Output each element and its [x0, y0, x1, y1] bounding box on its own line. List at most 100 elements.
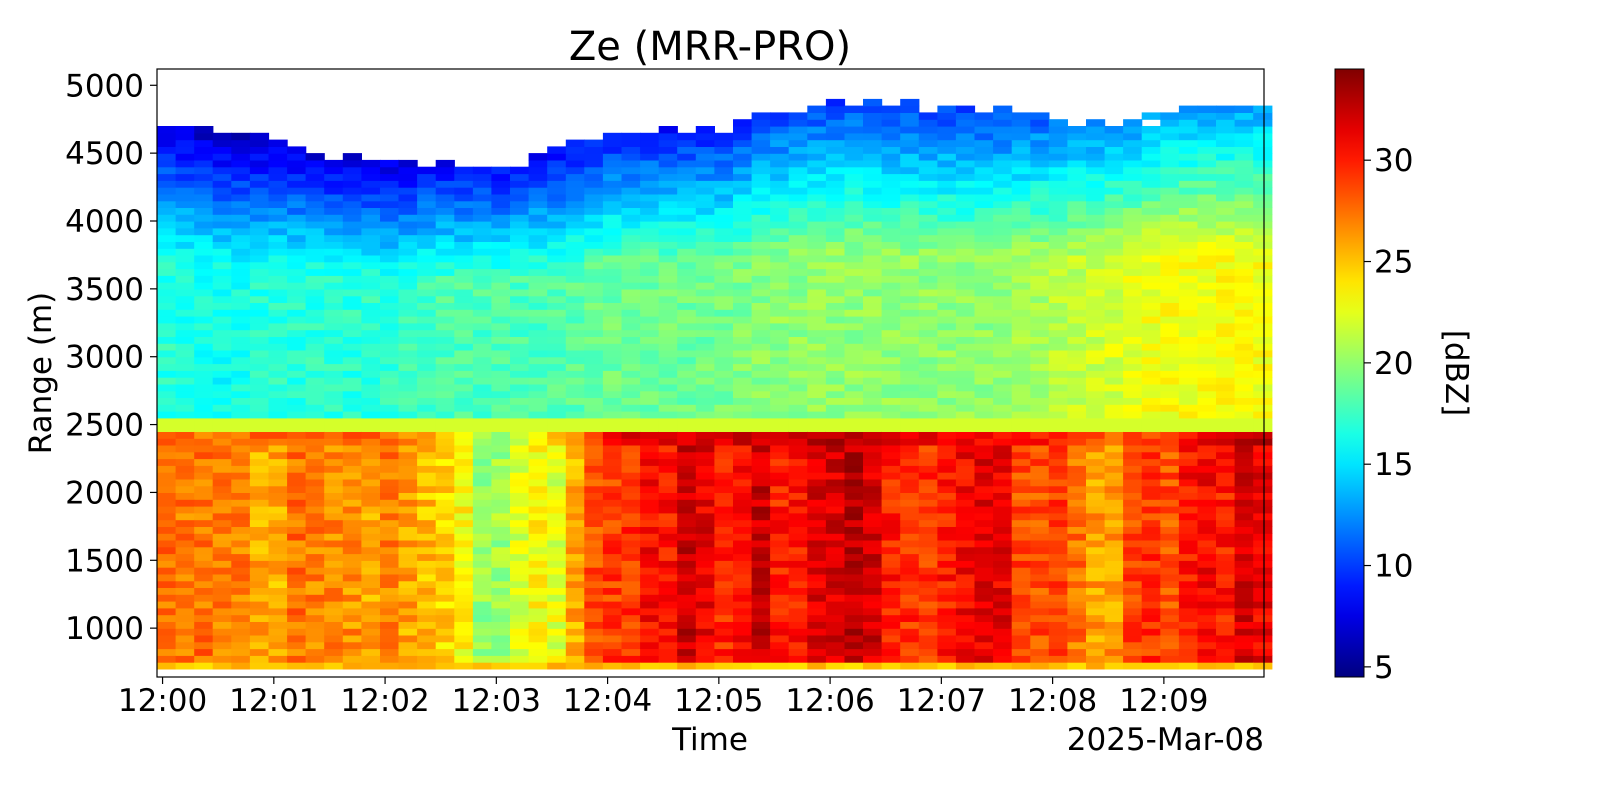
heatmap-cell: [528, 193, 548, 202]
heatmap-cell: [268, 539, 288, 548]
heatmap-cell: [900, 641, 920, 650]
heatmap-cell: [398, 641, 418, 650]
heatmap-cell: [287, 492, 307, 500]
heatmap-cell: [900, 343, 920, 351]
heatmap-cell: [342, 519, 362, 527]
heatmap-cell: [361, 465, 381, 473]
heatmap-cell: [324, 580, 344, 588]
heatmap-cell: [1048, 180, 1068, 188]
heatmap-cell: [825, 248, 846, 256]
heatmap-cell: [231, 641, 251, 650]
heatmap-cell: [565, 309, 585, 317]
heatmap-cell: [751, 641, 771, 650]
heatmap-cell: [621, 560, 641, 568]
heatmap-cell: [993, 282, 1013, 290]
heatmap-cell: [1048, 628, 1068, 636]
heatmap-cell: [993, 417, 1013, 426]
heatmap-cell: [380, 451, 400, 460]
heatmap-cell: [435, 560, 455, 568]
heatmap-cell: [454, 553, 474, 561]
heatmap-cell: [714, 628, 734, 636]
heatmap-cell: [1178, 519, 1199, 527]
heatmap-cell: [435, 662, 455, 670]
heatmap-cell: [491, 560, 511, 568]
heatmap-cell: [1030, 634, 1050, 643]
heatmap-cell: [918, 424, 938, 432]
heatmap-cell: [900, 295, 920, 303]
heatmap-cell: [565, 234, 585, 242]
heatmap-cell: [900, 662, 920, 670]
heatmap-cell: [1011, 634, 1031, 643]
heatmap-cell: [1067, 560, 1087, 568]
heatmap-cell: [1141, 438, 1161, 446]
heatmap-cell: [1178, 234, 1199, 242]
heatmap-cell: [1123, 329, 1143, 337]
heatmap-cell: [305, 424, 325, 432]
heatmap-cell: [825, 634, 846, 643]
heatmap-cell: [974, 499, 994, 507]
heatmap-cell: [1234, 607, 1254, 616]
heatmap-cell: [937, 180, 957, 188]
heatmap-cell: [695, 512, 715, 521]
heatmap-cell: [640, 594, 660, 602]
heatmap-cell: [324, 404, 344, 412]
heatmap-cell: [324, 383, 344, 392]
heatmap-cell: [1160, 193, 1180, 202]
heatmap-cell: [1253, 234, 1273, 242]
heatmap-cell: [900, 309, 920, 317]
heatmap-cell: [1123, 465, 1143, 473]
heatmap-cell: [602, 356, 623, 365]
heatmap-cell: [324, 187, 344, 195]
heatmap-cell: [844, 444, 864, 453]
heatmap-cell: [472, 200, 493, 208]
heatmap-cell: [565, 506, 585, 514]
heatmap-cell: [491, 241, 511, 249]
heatmap-cell: [844, 146, 864, 154]
heatmap-cell: [974, 159, 994, 168]
heatmap-cell: [342, 173, 362, 181]
heatmap-cell: [733, 417, 753, 426]
heatmap-cell: [249, 587, 270, 595]
heatmap-cell: [1141, 316, 1161, 324]
heatmap-cell: [695, 207, 715, 215]
heatmap-cell: [472, 248, 493, 256]
heatmap-cell: [677, 207, 697, 215]
heatmap-cell: [1178, 472, 1199, 480]
heatmap-cell: [454, 485, 474, 493]
heatmap-cell: [1104, 356, 1124, 365]
heatmap-cell: [900, 193, 920, 202]
heatmap-cell: [714, 404, 734, 412]
heatmap-cell: [249, 180, 270, 188]
heatmap-cell: [1141, 431, 1161, 439]
heatmap-cell: [658, 553, 678, 561]
heatmap-cell: [955, 499, 976, 507]
heatmap-cell: [1234, 478, 1254, 487]
heatmap-cell: [565, 139, 585, 147]
heatmap-cell: [305, 336, 325, 344]
heatmap-cell: [658, 275, 678, 283]
heatmap-cell: [677, 309, 697, 317]
heatmap-cell: [974, 153, 994, 161]
heatmap-cell: [1197, 207, 1217, 215]
heatmap-cell: [175, 519, 195, 527]
heatmap-cell: [602, 275, 623, 283]
heatmap-cell: [510, 268, 530, 276]
heatmap-cell: [324, 533, 344, 541]
heatmap-cell: [565, 594, 585, 602]
heatmap-cell: [900, 472, 920, 480]
heatmap-cell: [807, 295, 827, 303]
heatmap-cell: [1197, 417, 1217, 426]
heatmap-cell: [1011, 295, 1031, 303]
heatmap-cell: [677, 275, 697, 283]
heatmap-cell: [1030, 546, 1050, 555]
heatmap-cell: [640, 221, 660, 229]
heatmap-cell: [1253, 146, 1273, 154]
heatmap-cell: [1197, 187, 1217, 195]
heatmap-cell: [602, 607, 623, 616]
heatmap-cell: [751, 356, 771, 365]
heatmap-cell: [993, 539, 1013, 548]
heatmap-cell: [491, 309, 511, 317]
heatmap-cell: [1216, 282, 1236, 290]
heatmap-cell: [844, 282, 864, 290]
heatmap-cell: [305, 221, 325, 229]
